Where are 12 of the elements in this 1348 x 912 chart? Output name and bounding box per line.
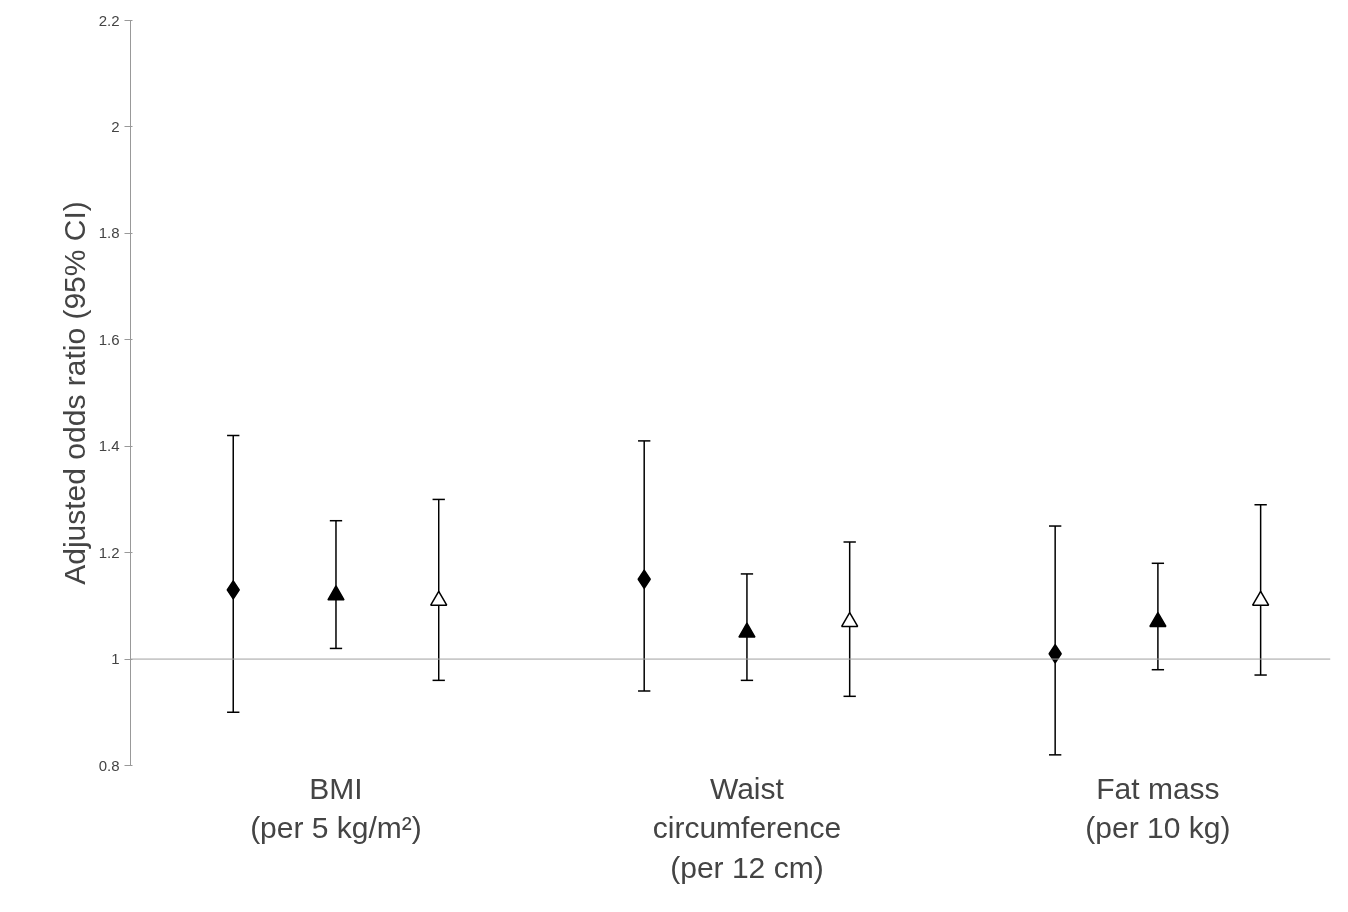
x-tick-label: Fat mass (per 10 kg) bbox=[1085, 771, 1231, 845]
y-axis-title: Adjusted odds ratio (95% CI) bbox=[57, 201, 91, 585]
x-tick-label: BMI (per 5 kg/m²) bbox=[250, 771, 422, 845]
y-tick-label: 0.8 bbox=[98, 756, 120, 774]
y-tick-label: 1.6 bbox=[98, 330, 120, 348]
y-tick-label: 1.8 bbox=[98, 224, 120, 242]
y-tick-label: 2.2 bbox=[98, 11, 120, 29]
y-tick-label: 1.4 bbox=[98, 437, 120, 455]
y-tick-label: 1.2 bbox=[98, 543, 120, 561]
y-tick-label: 2 bbox=[111, 117, 120, 135]
x-tick-label: Waist circumference (per 12 cm) bbox=[652, 771, 842, 884]
y-tick-label: 1 bbox=[111, 650, 120, 668]
